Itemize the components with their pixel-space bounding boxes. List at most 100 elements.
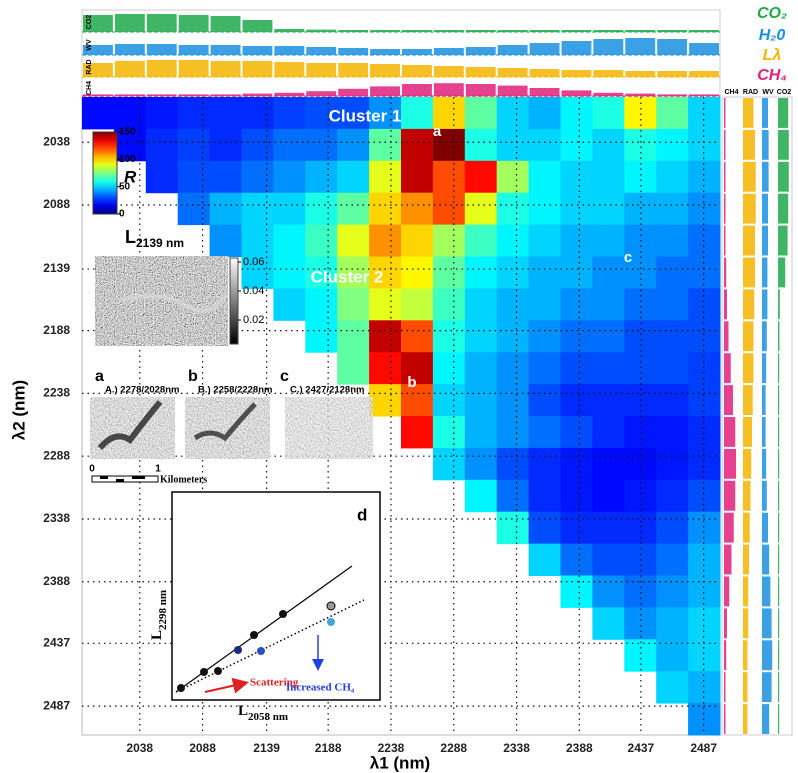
heat-cell: [688, 639, 721, 672]
strip-row-label: RAD: [86, 59, 93, 74]
heat-cell: [432, 447, 466, 481]
spectrum-bar-right: [778, 576, 780, 607]
spectrum-bar-right: [778, 385, 780, 415]
legend-entry: CH₄: [757, 67, 787, 84]
heat-cell: [273, 192, 306, 226]
plume-a: [97, 400, 163, 450]
spectrum-bar-right: [724, 193, 726, 224]
spectrum-bar-right: [724, 704, 726, 734]
scale-unit: Kilometers: [160, 474, 207, 485]
heat-cell: [145, 128, 179, 162]
heat-cell: [369, 352, 402, 385]
heat-cell: [432, 352, 466, 385]
spectrum-bar-right: [778, 193, 789, 224]
heat-cell: [592, 320, 625, 353]
heat-cell: [560, 320, 593, 353]
spectrum-bar-right: [778, 225, 788, 256]
heat-cell: [82, 97, 115, 130]
heat-cell: [369, 320, 402, 353]
heat-cell: [241, 128, 274, 162]
scale-bar: [91, 475, 159, 483]
x-tick-label: 2188: [315, 741, 342, 755]
heat-cell: [592, 511, 625, 545]
spectrum-bar-right: [724, 448, 736, 479]
spectrum-bar: [465, 84, 496, 96]
spectrum-bar: [465, 30, 496, 32]
heat-cell: [688, 543, 721, 576]
spectrum-bar: [306, 29, 337, 32]
heat-cell: [273, 288, 306, 321]
inset-colorbar: [229, 257, 239, 345]
strip-row-label: CH4: [86, 81, 93, 95]
heat-cell: [432, 416, 466, 449]
heat-cell: [528, 384, 561, 417]
heat-cell: [624, 352, 657, 385]
spectrum-bar-right: [743, 672, 748, 703]
spectrum-bar: [83, 94, 113, 96]
heat-cell: [464, 128, 498, 162]
heat-cell: [688, 224, 721, 257]
heat-cell: [464, 288, 498, 321]
y-tick-label: 2338: [43, 511, 70, 525]
heat-cell: [305, 256, 338, 289]
heat-cell: [177, 160, 211, 194]
heat-cell: [241, 192, 274, 226]
heat-cell: [177, 97, 211, 130]
heat-cell: [688, 160, 721, 194]
spectrum-bar-right: [762, 161, 769, 192]
spectrum-bar: [465, 67, 496, 77]
spectrum-bar: [210, 61, 241, 77]
heat-cell: [496, 97, 530, 130]
spectrum-bar-right: [724, 257, 727, 288]
heat-cell: [688, 671, 721, 704]
spectrum-bar-right: [743, 289, 755, 320]
x-label-main: L: [238, 703, 248, 719]
heat-cell: [656, 128, 689, 162]
spectrum-bar: [370, 86, 400, 96]
spectrum-bar: [338, 63, 369, 77]
spectrum-bar: [497, 45, 528, 55]
x-label-sub: 2058 nm: [248, 711, 288, 723]
heat-cell: [496, 128, 530, 162]
point: [200, 668, 208, 676]
heat-cell: [432, 320, 466, 353]
spectrum-bar: [242, 93, 273, 96]
heat-cell: [305, 192, 338, 226]
spectrum-bar: [529, 43, 560, 55]
panel-image-c: [285, 397, 373, 459]
heat-cell: [337, 97, 370, 130]
spectrum-bar-right: [778, 161, 789, 192]
heat-cell: [528, 352, 561, 385]
spectrum-bar: [146, 14, 177, 32]
heat-cell: [688, 256, 721, 289]
annotation: c: [624, 249, 632, 266]
heat-cell: [560, 352, 593, 385]
spectrum-bar: [593, 30, 624, 32]
spectrum-bar: [625, 38, 656, 55]
heat-cell: [145, 160, 179, 194]
heat-cell: [496, 288, 530, 321]
colorbar: [92, 131, 118, 215]
spectrum-bar-right: [724, 576, 730, 607]
heat-cell: [496, 320, 530, 353]
heat-cell: [528, 416, 561, 449]
heat-cell: [337, 320, 370, 353]
scale-bar-seg: [100, 476, 108, 479]
inset-title: L2139 nm: [125, 227, 184, 250]
spectrum-bar: [370, 64, 400, 77]
heat-cell: [656, 320, 689, 353]
heat-cell: [688, 479, 721, 513]
spectrum-bar: [306, 91, 337, 96]
y-label-sub: 2298 nm: [157, 590, 169, 630]
plot-d-x-label: L2058 nm: [238, 703, 288, 722]
heat-cell: [305, 128, 338, 162]
panel-caption: B.) 2258/2228nm: [198, 385, 272, 396]
heat-cell: [496, 192, 530, 226]
heat-cell: [688, 703, 721, 736]
plot-d-y-label: L2298 nm: [149, 590, 168, 640]
spectrum-bar: [465, 47, 496, 55]
spectrum-bar-right: [778, 640, 780, 671]
heat-cell: [496, 416, 530, 449]
point: [177, 684, 185, 692]
